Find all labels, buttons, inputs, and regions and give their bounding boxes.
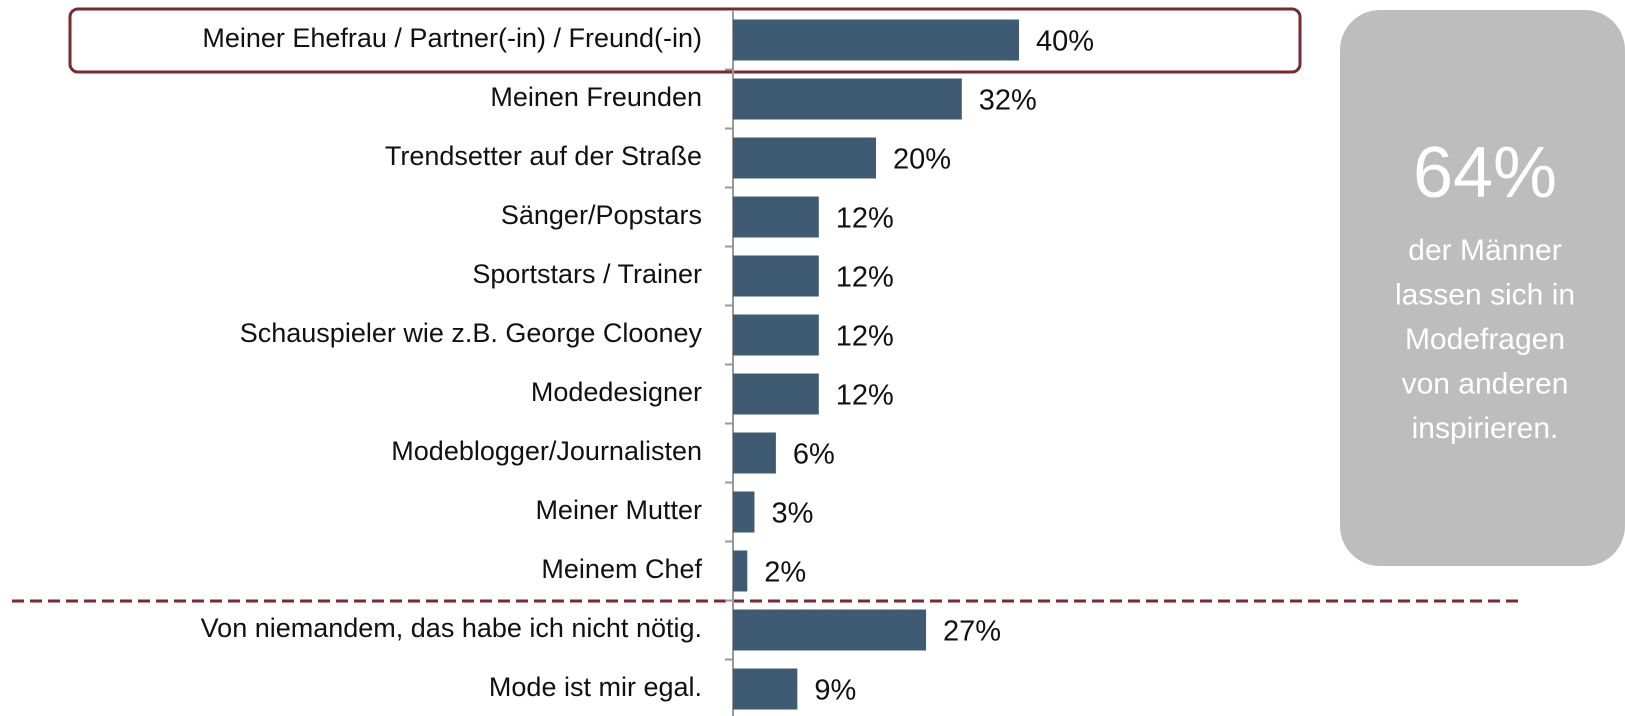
callout-text: von anderen: [1402, 367, 1569, 400]
callout-text: der Männer: [1408, 234, 1561, 267]
category-label: Sänger/Popstars: [501, 200, 702, 230]
bar: [733, 432, 776, 474]
bar: [733, 491, 755, 533]
value-label: 12%: [836, 203, 894, 235]
callout-text: inspirieren.: [1412, 412, 1559, 445]
highlight-frame: [68, 7, 1302, 74]
category-label: Modedesigner: [531, 377, 702, 407]
callout-text: Modefragen: [1405, 323, 1565, 356]
bar: [733, 550, 748, 592]
callout-text: lassen sich in: [1395, 278, 1575, 311]
category-label: Meinen Freunden: [490, 82, 702, 112]
category-label: Von niemandem, das habe ich nicht nötig.: [201, 613, 702, 643]
bar: [733, 373, 819, 415]
value-label: 2%: [764, 557, 806, 589]
category-label: Meiner Mutter: [535, 495, 702, 525]
category-label: Sportstars / Trainer: [472, 259, 702, 289]
value-label: 27%: [943, 616, 1001, 648]
value-label: 20%: [893, 144, 951, 176]
callout-box: [1340, 10, 1625, 566]
bar: [733, 19, 1019, 61]
value-label: 6%: [793, 439, 835, 471]
bar: [733, 668, 798, 710]
bar: [733, 196, 819, 238]
bar: [733, 137, 876, 179]
value-label: 32%: [979, 85, 1037, 117]
category-label: Schauspieler wie z.B. George Clooney: [240, 318, 703, 348]
category-label: Mode ist mir egal.: [489, 672, 702, 702]
bar: [733, 78, 962, 120]
category-label: Trendsetter auf der Straße: [385, 141, 702, 171]
value-label: 9%: [814, 675, 856, 707]
value-label: 12%: [836, 380, 894, 412]
value-label: 12%: [836, 262, 894, 294]
value-label: 40%: [1036, 26, 1094, 58]
bar: [733, 609, 927, 651]
value-label: 3%: [771, 498, 813, 530]
callout-headline: 64%: [1413, 133, 1557, 213]
category-label: Meiner Ehefrau / Partner(-in) / Freund(-…: [202, 23, 702, 53]
bar: [733, 314, 819, 356]
category-label: Meinem Chef: [541, 554, 702, 584]
bar: [733, 255, 819, 297]
category-label: Modeblogger/Journalisten: [391, 436, 702, 466]
value-label: 12%: [836, 321, 894, 353]
